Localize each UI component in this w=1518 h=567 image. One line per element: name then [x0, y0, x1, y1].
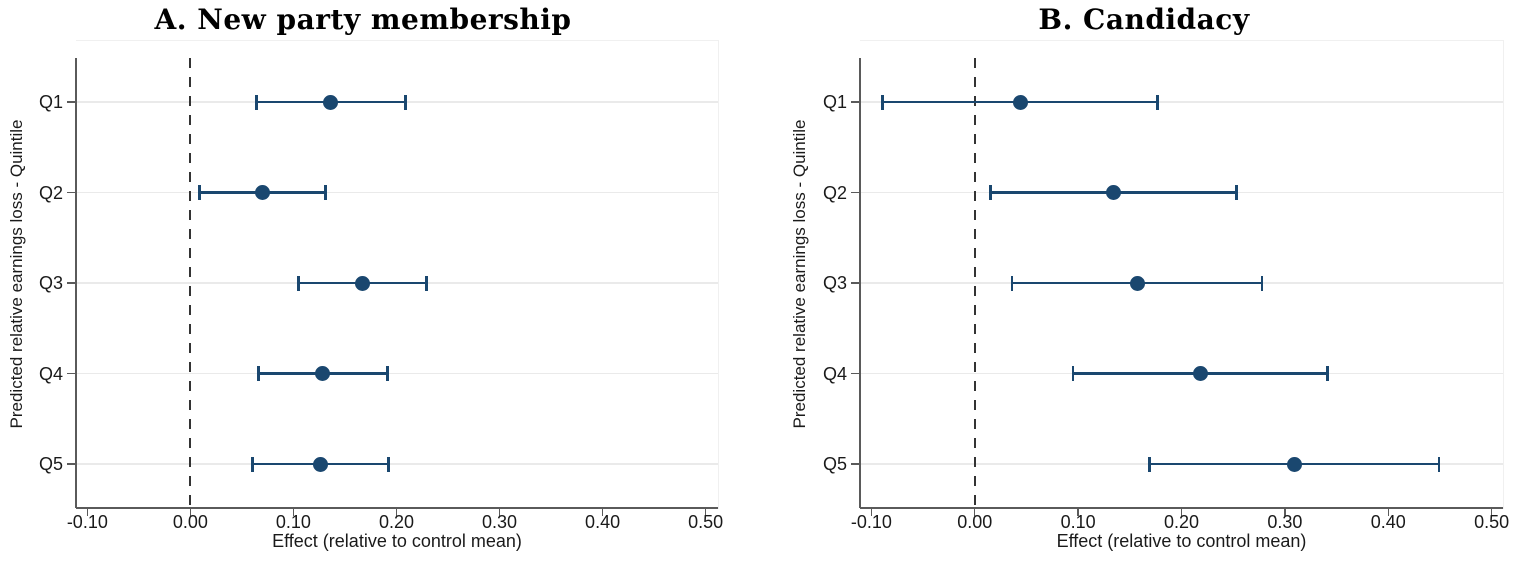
x-axis-tick	[1284, 509, 1286, 516]
x-tick-label: 0.10	[275, 512, 311, 532]
confidence-interval-cap-right	[1325, 366, 1329, 381]
x-axis-tick	[601, 509, 604, 516]
confidence-interval-cap-right	[1156, 94, 1160, 110]
y-category-label: Q1	[38, 92, 63, 112]
confidence-interval-cap-left	[255, 94, 258, 110]
plot-region-border	[76, 40, 719, 509]
point-estimate-dot	[323, 94, 339, 110]
confidence-interval-cap-right	[324, 185, 327, 200]
y-category-label: Q2	[822, 182, 847, 203]
confidence-interval-cap-right	[404, 94, 408, 110]
gridline	[860, 101, 1503, 103]
x-axis-tick	[704, 509, 707, 516]
zero-reference-line	[189, 58, 192, 508]
x-tick-label: 0.20	[378, 512, 415, 532]
x-axis-tick	[1387, 509, 1389, 516]
x-axis-tick	[973, 509, 976, 516]
y-axis-tick	[851, 282, 859, 284]
x-axis-tick	[1180, 509, 1183, 516]
y-category-label: Q5	[822, 454, 847, 474]
x-axis-tick	[189, 509, 192, 516]
x-tick-label: 0.20	[1163, 512, 1200, 532]
point-estimate-dot	[1286, 456, 1302, 472]
confidence-interval-cap-right	[386, 456, 390, 472]
x-tick-label: -0.10	[850, 512, 892, 532]
y-axis-tick	[67, 282, 75, 284]
x-tick-label: 0.50	[688, 512, 724, 532]
confidence-interval-cap-left	[250, 456, 254, 472]
confidence-interval-cap-left	[297, 275, 300, 291]
gridline	[76, 463, 718, 465]
plot-region-border	[860, 40, 1504, 509]
x-tick-label: 0.10	[1060, 512, 1096, 532]
point-estimate-dot	[1129, 275, 1145, 291]
point-estimate-dot	[314, 366, 330, 381]
confidence-interval-cap-left	[988, 185, 992, 200]
y-axis-tick	[67, 372, 75, 375]
panel-b-title: B. Candidacy	[1038, 3, 1250, 36]
panel-a-x-axis-label: Effect (relative to control mean)	[272, 531, 522, 551]
point-estimate-dot	[1105, 185, 1121, 200]
confidence-interval-cap-right	[1260, 275, 1264, 291]
y-axis-tick	[851, 191, 859, 194]
x-axis-line	[76, 507, 718, 509]
zero-reference-line	[973, 58, 976, 508]
point-estimate-dot	[1192, 366, 1208, 381]
y-category-label: Q3	[38, 273, 63, 293]
y-axis-line	[859, 58, 861, 508]
gridline	[76, 191, 718, 194]
confidence-interval-cap-left	[198, 185, 201, 200]
confidence-interval-cap-left	[1010, 275, 1014, 291]
confidence-interval-cap-left	[257, 366, 260, 381]
y-axis-tick	[67, 463, 75, 465]
x-tick-label: 0.40	[585, 512, 621, 532]
confidence-interval-cap-right	[1234, 185, 1238, 200]
x-tick-label: 0.00	[957, 512, 993, 532]
x-tick-label: 0.30	[482, 512, 518, 532]
y-axis-tick	[851, 463, 859, 465]
x-tick-label: 0.40	[1370, 512, 1406, 532]
point-estimate-dot	[354, 275, 370, 291]
x-tick-label: 0.30	[1267, 512, 1303, 532]
confidence-interval-cap-left	[881, 94, 885, 110]
x-axis-tick	[86, 509, 89, 516]
x-axis-tick	[498, 509, 501, 516]
y-axis-tick	[851, 372, 859, 375]
panel-b-x-axis-label: Effect (relative to control mean)	[1056, 531, 1307, 551]
panel-a-title: A. New party membership	[154, 3, 572, 36]
x-axis-tick	[292, 509, 295, 516]
x-axis-line	[860, 507, 1503, 509]
point-estimate-dot	[312, 456, 328, 472]
y-axis-line	[75, 58, 77, 508]
y-category-label: Q4	[822, 363, 847, 384]
y-category-label: Q4	[38, 363, 63, 384]
x-axis-tick	[1490, 509, 1493, 516]
x-tick-label: -0.10	[66, 512, 108, 532]
y-axis-tick	[67, 191, 75, 194]
confidence-interval-cap-left	[1148, 456, 1151, 472]
confidence-interval-cap-right	[1437, 456, 1441, 472]
y-category-label: Q1	[822, 92, 847, 112]
y-category-label: Q2	[38, 182, 63, 203]
point-estimate-dot	[1012, 94, 1028, 110]
confidence-interval-cap-right	[385, 366, 389, 381]
x-tick-label: 0.00	[172, 512, 208, 532]
y-axis-tick	[67, 101, 75, 103]
y-category-label: Q3	[822, 273, 847, 293]
confidence-interval-cap-right	[425, 275, 428, 291]
x-tick-label: 0.50	[1474, 512, 1510, 532]
confidence-interval-cap-left	[1071, 366, 1075, 381]
x-axis-tick	[1077, 509, 1079, 516]
gridline	[76, 372, 718, 375]
y-category-label: Q5	[38, 454, 63, 474]
x-axis-tick	[870, 509, 873, 516]
point-estimate-dot	[255, 185, 271, 200]
x-axis-tick	[395, 509, 398, 516]
y-axis-tick	[851, 101, 859, 103]
